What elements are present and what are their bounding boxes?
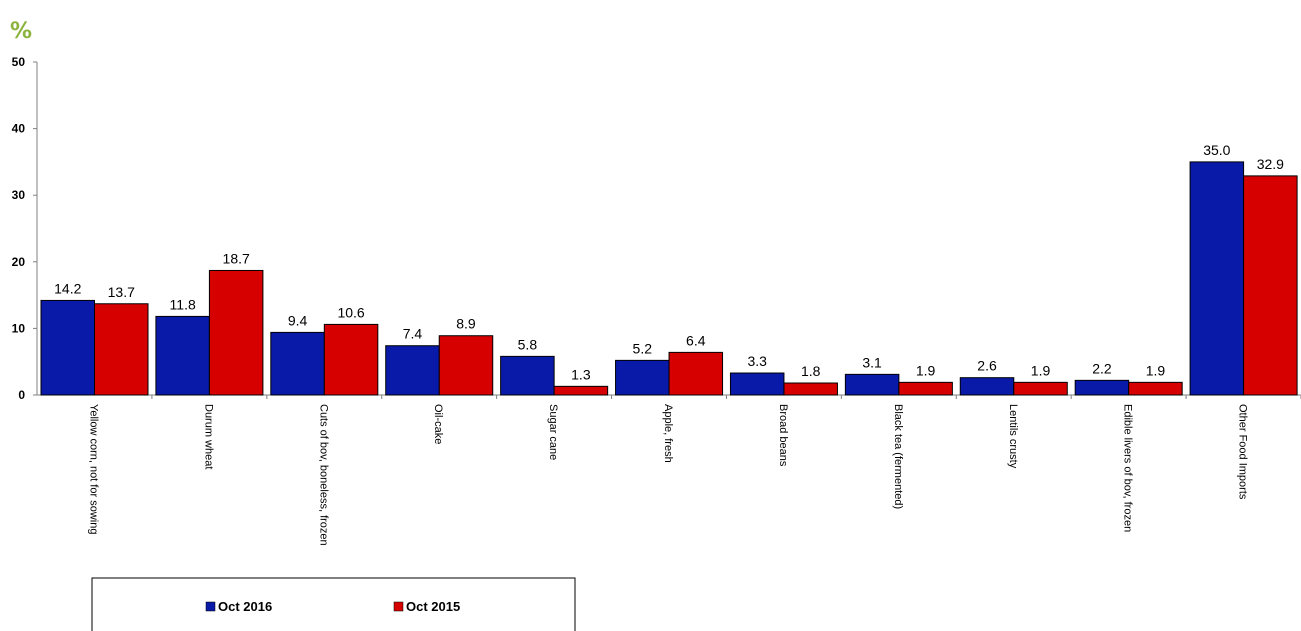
legend-label-oct-2015: Oct 2015 [406,599,460,614]
bar [271,332,325,395]
y-tick-label: 20 [12,255,26,269]
legend-box [92,578,575,631]
y-tick-label: 50 [12,55,26,69]
x-tick-label: Lentils crusty [1007,404,1019,469]
bar-value-label: 1.9 [1031,362,1051,378]
x-tick-label: Oil-cake [432,404,444,444]
unit-label: % [10,19,32,44]
bar-value-label: 32.9 [1257,156,1284,172]
bar-value-label: 11.8 [170,296,196,312]
x-tick-label: Cuts of bov, boneless, frozen [317,404,329,546]
bar [730,373,784,395]
bar-value-label: 18.7 [223,250,250,266]
bar-value-label: 1.3 [571,366,591,382]
legend-swatch-oct-2016 [206,602,215,611]
x-tick-label: Apple, fresh [662,404,674,463]
x-tick-label: Edible livers of bov, frozen [1122,404,1134,532]
bar-value-label: 6.4 [686,332,706,348]
bar-value-label: 2.2 [1092,360,1112,376]
x-tick-label: Other Food Imports [1237,404,1249,500]
y-tick-label: 0 [18,388,25,402]
bar [439,336,493,395]
bar [324,324,378,395]
bar [616,360,670,395]
bar-value-label: 5.2 [633,340,653,356]
legend-label-oct-2016: Oct 2016 [218,599,272,614]
bar [845,374,899,395]
bar [669,352,723,395]
bar [899,382,953,395]
bar [1129,382,1183,395]
bar [1014,382,1068,395]
x-tick-label: Yellow corn, not for sowing [88,404,100,534]
bar-value-label: 1.9 [1146,362,1166,378]
bar-value-label: 1.8 [801,363,821,379]
bar-value-label: 3.1 [862,354,882,370]
bar [209,270,263,395]
x-axis-tick-labels: Yellow corn, not for sowing Durum wheat Cu… [88,404,1249,546]
bar [95,304,149,395]
legend: Oct 2016 Oct 2015 [92,578,575,631]
bar [1075,380,1129,395]
bar [156,316,210,395]
legend-swatch-oct-2015 [394,602,403,611]
bar-value-label: 7.4 [403,326,423,342]
bar-value-label: 35.0 [1203,142,1230,158]
y-tick-label: 10 [12,321,26,335]
bar [784,383,838,395]
bar [960,378,1014,395]
bar-value-label: 10.6 [337,304,364,320]
bar-value-label: 3.3 [747,353,767,369]
x-tick-label: Durum wheat [202,404,214,469]
x-tick-label: Broad beans [777,404,789,467]
bar [41,300,95,395]
bar [386,346,440,395]
bar [554,386,608,395]
bar [1190,162,1244,395]
x-tick-label: Sugar cane [547,404,559,460]
y-tick-label: 30 [12,188,26,202]
bar [501,356,555,395]
x-tick-label: Black tea (fermented) [892,404,904,509]
bar-value-label: 1.9 [916,362,936,378]
bar-value-label: 14.2 [54,280,81,296]
y-tick-label: 40 [12,122,26,136]
bar-value-label: 5.8 [518,336,538,352]
bar-value-label: 13.7 [108,284,135,300]
bar-value-label: 8.9 [456,316,476,332]
bar-value-label: 2.6 [977,358,997,374]
bar-value-label: 9.4 [288,312,308,328]
bar [1244,176,1298,395]
